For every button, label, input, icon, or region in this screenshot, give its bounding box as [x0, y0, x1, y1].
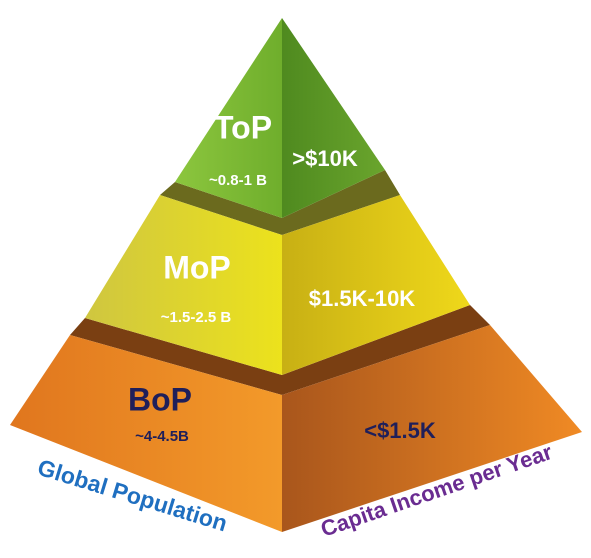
middle-top-surface: [160, 170, 400, 235]
tier-income: <$1.5K: [364, 418, 436, 443]
tier-name: BoP: [128, 381, 192, 417]
bottom-right-face: [282, 325, 582, 532]
middle-left-face: [85, 195, 282, 375]
top-left-face: [175, 18, 282, 218]
top-right-face: [282, 18, 385, 218]
tier-population: ~4-4.5B: [135, 428, 189, 445]
tier-name: ToP: [214, 109, 272, 145]
tier-income: $1.5K-10K: [309, 286, 416, 311]
top-tier: [175, 18, 385, 218]
tier-population: ~1.5-2.5 B: [161, 309, 232, 326]
bottom-tier: [10, 305, 582, 532]
tier-income: >$10K: [292, 146, 358, 171]
tier-population: ~0.8-1 B: [209, 172, 267, 189]
bottom-left-face: [10, 335, 282, 532]
bottom-top-surface: [70, 305, 490, 395]
middle-tier: [85, 170, 470, 375]
middle-right-face: [282, 195, 470, 375]
tier-name: MoP: [163, 249, 231, 285]
